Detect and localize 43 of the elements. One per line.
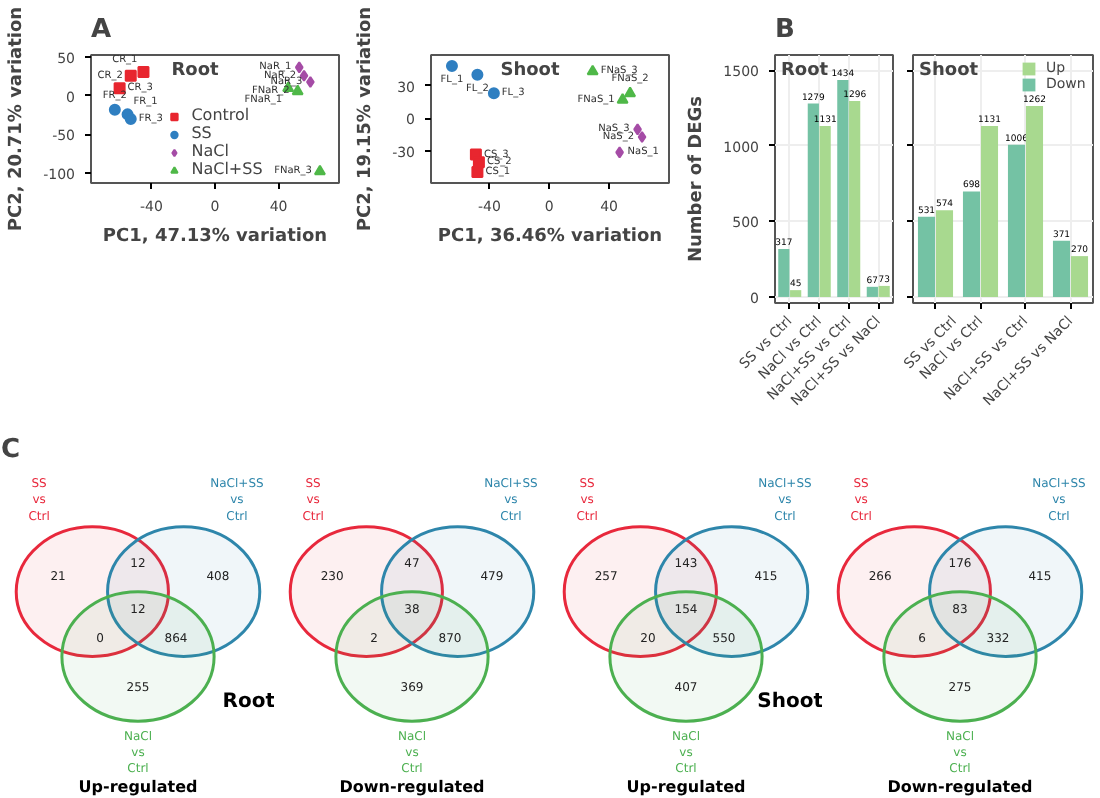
- bar: [807, 103, 819, 297]
- text: C: [1, 435, 21, 465]
- text: Up-regulated: [626, 777, 746, 796]
- point: [637, 131, 647, 144]
- point: [313, 164, 326, 176]
- x-axis-title: PC1, 47.13% variation: [102, 227, 328, 247]
- x-axis-title: PC1, 36.46% variation: [437, 227, 663, 247]
- chart-title: Shoot: [500, 61, 561, 81]
- point: [124, 113, 137, 125]
- text: Down-regulated: [339, 777, 485, 796]
- bar: [819, 125, 831, 297]
- point: [137, 65, 150, 78]
- y-axis-title: Number of DEGs: [687, 95, 708, 263]
- point: [294, 61, 304, 74]
- chart-title: Root: [171, 61, 220, 81]
- y-axis-title: PC2, 20.71% variation: [7, 6, 28, 232]
- text: Root: [222, 690, 276, 713]
- point: [471, 166, 484, 179]
- bar: [778, 249, 790, 297]
- bar: [866, 286, 878, 297]
- bar: [790, 290, 802, 297]
- point: [445, 59, 458, 72]
- point: [471, 68, 484, 81]
- point: [586, 64, 599, 76]
- legend-label: SS: [191, 124, 214, 142]
- legend-label: NaCl: [191, 142, 231, 160]
- point: [487, 87, 500, 100]
- text: Down-regulated: [887, 777, 1033, 796]
- text: B: [775, 15, 795, 45]
- text: Up-regulated: [78, 777, 198, 796]
- bar: [878, 285, 890, 297]
- legend-label: NaCl+SS: [191, 160, 263, 178]
- legend-label: Control: [191, 106, 250, 124]
- chart-title: Root: [781, 61, 830, 81]
- text: A: [91, 15, 112, 45]
- bar: [849, 100, 861, 297]
- point: [108, 103, 121, 116]
- chart-title: Shoot: [919, 61, 980, 81]
- point: [124, 69, 137, 82]
- point: [616, 93, 629, 104]
- y-axis-title: PC2, 19.15% variation: [356, 6, 377, 232]
- point: [624, 86, 637, 98]
- text: Shoot: [757, 690, 824, 713]
